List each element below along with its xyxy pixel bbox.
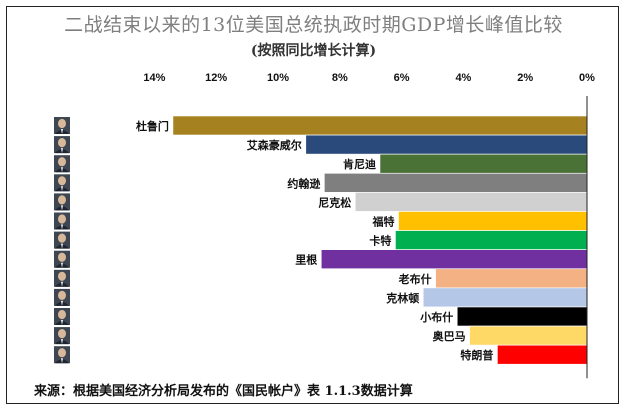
president-portrait-icon [54, 327, 70, 345]
category-label: 老布什 [398, 272, 432, 286]
bar [456, 306, 588, 327]
category-label: 福特 [372, 215, 395, 229]
bar [422, 287, 588, 308]
president-portrait-icon [54, 174, 70, 192]
president-portrait-icon [54, 288, 70, 306]
bar [354, 192, 588, 212]
category-label: 卡特 [369, 234, 391, 248]
president-portrait-icon [54, 193, 70, 211]
tick-label: 6% [394, 72, 410, 84]
bar [398, 211, 588, 231]
category-label: 奥巴马 [432, 329, 466, 343]
bar [469, 325, 588, 346]
category-label: 克林顿 [386, 291, 419, 305]
category-label: 肯尼迪 [343, 157, 376, 171]
tick-label: 4% [455, 72, 471, 84]
tick-label: 8% [332, 72, 348, 84]
tick-label: 0% [579, 72, 595, 84]
category-label: 里根 [295, 253, 318, 267]
category-label: 艾森豪威尔 [247, 138, 302, 152]
president-portrait-icon [54, 269, 70, 287]
chart-subtitle: (按照同比增长计算) [250, 43, 377, 59]
bar [395, 230, 588, 250]
category-label: 尼克松 [318, 195, 351, 209]
bar [305, 134, 588, 155]
category-label: 杜鲁门 [136, 119, 169, 133]
president-portrait-icon [54, 155, 70, 173]
chart-title: 二战结束以来的13位美国总统执政时期GDP增长峰值比较 [64, 14, 563, 36]
bar [320, 249, 588, 269]
tick-label: 10% [267, 72, 289, 84]
bar-series [172, 115, 588, 365]
president-portrait-icon [54, 117, 70, 134]
source-note: 来源：根据美国经济分析局发布的《国民帐户》表 1.1.3数据计算 [34, 384, 413, 399]
president-portrait-icon [54, 250, 70, 268]
president-portrait-icon [54, 308, 70, 325]
president-portrait-icon [54, 231, 70, 249]
category-label: 约翰逊 [287, 176, 320, 190]
bar [324, 173, 588, 193]
president-portrait-icon [54, 136, 70, 154]
tick-label: 2% [517, 72, 533, 84]
tick-label: 14% [143, 72, 165, 84]
bar [435, 268, 588, 289]
tick-label: 12% [205, 72, 227, 84]
category-label: 特朗普 [460, 348, 493, 362]
axis-ticks: 14% 12% 10% 8% 6% 4% 2% 0% [143, 72, 595, 84]
bar [172, 115, 588, 136]
portrait-column [54, 117, 70, 364]
president-portrait-icon [54, 346, 70, 364]
category-label: 小布什 [419, 310, 453, 324]
bar [379, 153, 588, 174]
bar [497, 344, 588, 365]
president-portrait-icon [54, 212, 70, 230]
